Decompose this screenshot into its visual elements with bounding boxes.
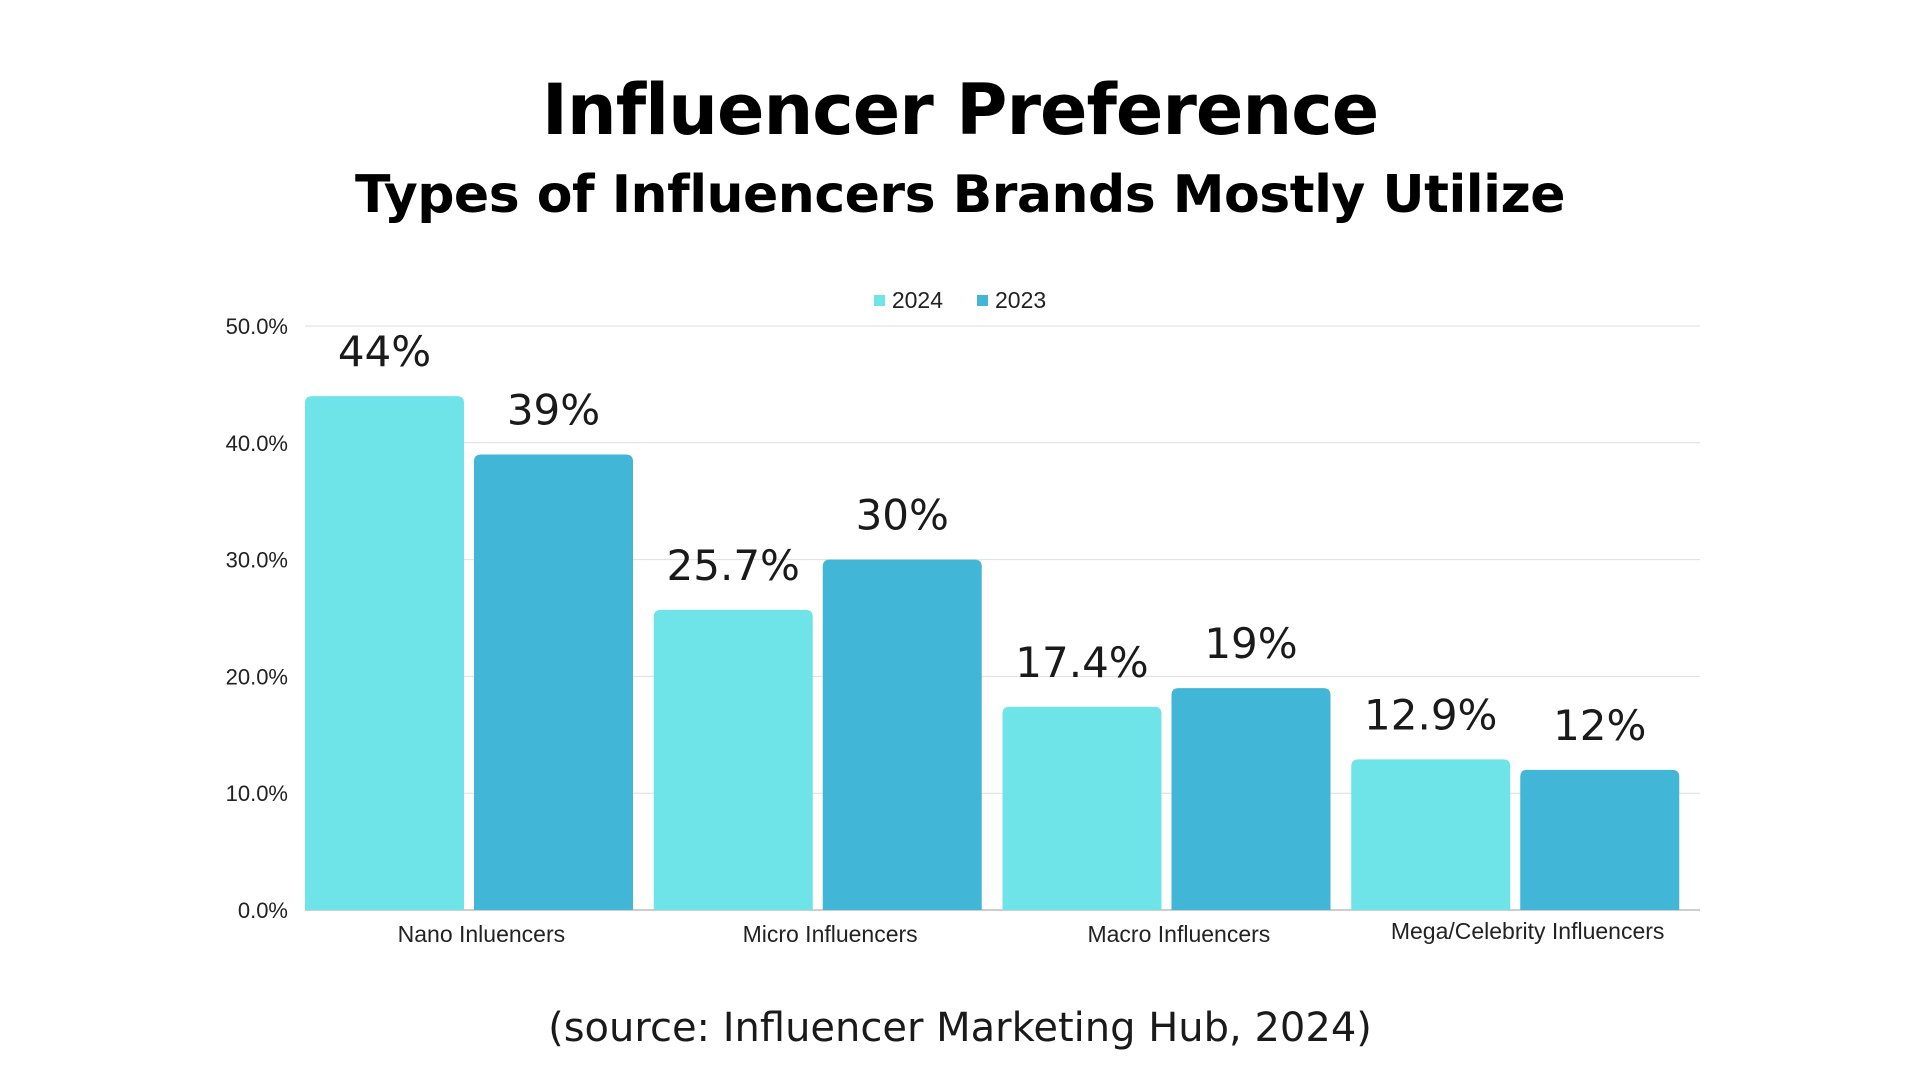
legend-item-2024: 2024 — [873, 287, 943, 314]
y-tick-label: 20.0% — [226, 664, 288, 689]
legend-label-2023: 2023 — [995, 287, 1047, 313]
data-label: 19% — [1204, 619, 1297, 668]
source-note: (source: Influencer Marketing Hub, 2024) — [548, 1005, 1372, 1051]
chart-subtitle: Types of Influencers Brands Mostly Utili… — [355, 165, 1565, 225]
legend-swatch-2023 — [977, 295, 988, 306]
y-tick-label: 10.0% — [226, 781, 288, 806]
bar-chart: 0.0% 10.0% 20.0% 30.0% 40.0% 50.0% 44% 39% Nano … — [226, 314, 1700, 947]
x-tick-label: Micro Influencers — [743, 921, 918, 947]
x-tick-label: Mega/Celebrity Influencers — [1391, 918, 1665, 944]
bar-2023 — [1520, 769, 1680, 910]
bar-2023 — [474, 454, 633, 910]
data-label: 39% — [507, 385, 600, 434]
legend-label-2024: 2024 — [891, 287, 943, 313]
chart-legend: 2024 2023 — [0, 287, 1920, 314]
x-tick-label: Macro Influencers — [1087, 921, 1270, 947]
legend-swatch-2024 — [873, 295, 885, 306]
data-label: 12.9% — [1364, 690, 1497, 739]
data-label: 12% — [1553, 701, 1646, 750]
bar-2023 — [822, 559, 982, 910]
data-label: 25.7% — [667, 541, 800, 590]
bar-2024 — [653, 609, 813, 910]
y-tick-label: 0.0% — [238, 898, 288, 923]
bar-2023 — [1171, 688, 1331, 910]
legend-item-2023: 2023 — [977, 287, 1046, 314]
data-label: 30% — [856, 491, 949, 540]
chart-title: Influencer Preference — [541, 69, 1379, 151]
y-tick-label: 40.0% — [226, 431, 288, 456]
y-tick-label: 50.0% — [226, 314, 288, 339]
bar-2024 — [1351, 759, 1511, 910]
x-tick-label: Nano Inluencers — [398, 921, 566, 947]
data-label: 17.4% — [1015, 638, 1148, 687]
bar-2024 — [1002, 706, 1162, 910]
bar-2024 — [305, 396, 464, 911]
y-tick-label: 30.0% — [226, 548, 288, 573]
data-label: 44% — [338, 327, 431, 376]
